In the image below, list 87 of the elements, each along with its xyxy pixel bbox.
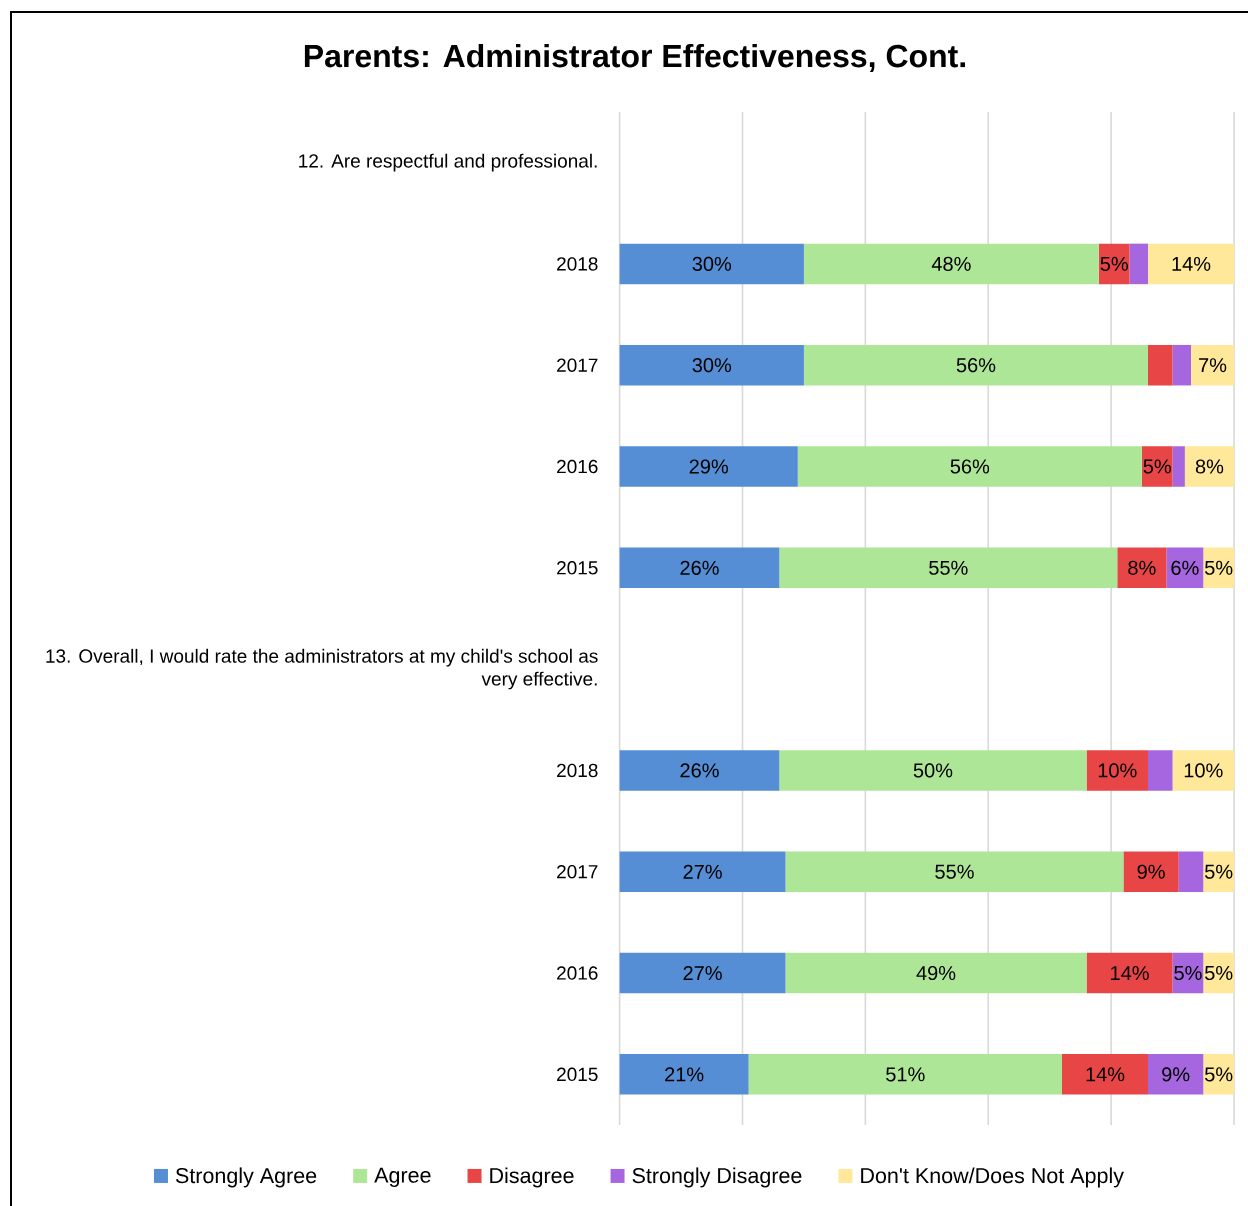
bar xyxy=(803,243,1099,285)
y-tick-label: 2016 xyxy=(557,459,598,474)
y-tick-label: 12. Are respectful and professional. xyxy=(299,153,597,172)
data-label: 55% xyxy=(935,864,974,879)
y-tick-label: 2018 xyxy=(557,763,598,778)
bar xyxy=(619,243,804,285)
y-tick-label: 2017 xyxy=(557,358,598,372)
y-tick-label: 2018 xyxy=(557,257,598,271)
data-label: 5% xyxy=(1205,965,1233,981)
data-label: 26% xyxy=(680,560,719,575)
legend-label: Don't Know/Does Not Apply xyxy=(861,1167,1124,1188)
bar xyxy=(619,952,786,994)
data-label: 8% xyxy=(1128,560,1156,575)
data-label: 6% xyxy=(1171,560,1199,575)
bar xyxy=(1147,750,1173,791)
legend-label: Disagree xyxy=(490,1167,574,1188)
bar xyxy=(1203,1054,1235,1095)
bar xyxy=(748,1054,1062,1095)
y-tick-label: 2015 xyxy=(557,1067,598,1082)
data-label: 21% xyxy=(665,1067,704,1082)
bar xyxy=(619,851,786,892)
data-label: 56% xyxy=(950,459,990,474)
data-label: 30% xyxy=(692,256,732,271)
data-label: 29% xyxy=(689,459,728,474)
bar xyxy=(1141,446,1173,487)
bar xyxy=(785,851,1124,892)
y-tick-label: 13. Overall, I would rate the administrators at my child's school as very effective. xyxy=(46,648,598,690)
data-label: 30% xyxy=(692,358,732,373)
bar xyxy=(1147,243,1235,285)
data-label: 27% xyxy=(683,864,722,879)
bar xyxy=(619,750,780,791)
bar xyxy=(1117,547,1167,589)
data-label: 48% xyxy=(931,256,971,271)
bar xyxy=(1147,1054,1204,1095)
bar xyxy=(785,952,1087,994)
data-label: 56% xyxy=(956,358,996,373)
data-label: 8% xyxy=(1195,459,1224,474)
data-label: 49% xyxy=(916,965,956,981)
bar xyxy=(1123,851,1179,892)
bar xyxy=(779,750,1087,791)
data-label: 14% xyxy=(1086,1067,1125,1082)
data-label: 5% xyxy=(1100,256,1128,271)
chart-title: Parents: Administrator Effectiveness, Cont. xyxy=(304,43,965,73)
data-label: 27% xyxy=(683,965,722,981)
bar xyxy=(619,446,798,487)
legend-label: Agree xyxy=(374,1167,431,1188)
data-label: 5% xyxy=(1205,864,1233,879)
bar xyxy=(1178,851,1204,892)
bar xyxy=(1147,344,1173,386)
bar xyxy=(1086,952,1173,994)
bar xyxy=(619,547,780,589)
data-label: 10% xyxy=(1184,763,1223,778)
bar xyxy=(619,1054,749,1095)
legend-label: Strongly Disagree xyxy=(632,1167,802,1188)
data-label: 55% xyxy=(929,560,968,575)
data-label: 14% xyxy=(1111,966,1149,981)
bar xyxy=(1061,1054,1148,1095)
bar xyxy=(1172,446,1185,487)
bar xyxy=(1191,344,1235,386)
bar xyxy=(1184,446,1235,487)
bar xyxy=(803,344,1148,386)
bar xyxy=(1172,344,1191,386)
data-label: 26% xyxy=(680,763,719,778)
data-label: 10% xyxy=(1098,763,1137,778)
bar xyxy=(1086,750,1148,791)
bar xyxy=(619,344,804,386)
data-label: 5% xyxy=(1143,459,1171,474)
y-tick-label: 2015 xyxy=(557,561,598,575)
bar xyxy=(797,446,1142,487)
y-tick-label: 2016 xyxy=(557,966,598,980)
data-label: 9% xyxy=(1162,1067,1190,1082)
data-label: 9% xyxy=(1137,864,1165,879)
bar xyxy=(1203,547,1235,589)
bar xyxy=(1129,243,1148,285)
data-label: 7% xyxy=(1199,358,1227,373)
bar xyxy=(1203,851,1235,892)
data-label: 51% xyxy=(886,1067,925,1082)
legend-label: Strongly Agree xyxy=(175,1167,317,1188)
data-label: 5% xyxy=(1205,1067,1233,1082)
data-label: 5% xyxy=(1174,965,1202,981)
data-label: 5% xyxy=(1205,560,1233,575)
data-label: 50% xyxy=(913,763,953,778)
bar xyxy=(779,547,1118,589)
y-tick-label: 2017 xyxy=(557,865,598,879)
bar xyxy=(1172,750,1235,791)
data-label: 14% xyxy=(1172,256,1211,271)
bar xyxy=(1166,547,1204,589)
